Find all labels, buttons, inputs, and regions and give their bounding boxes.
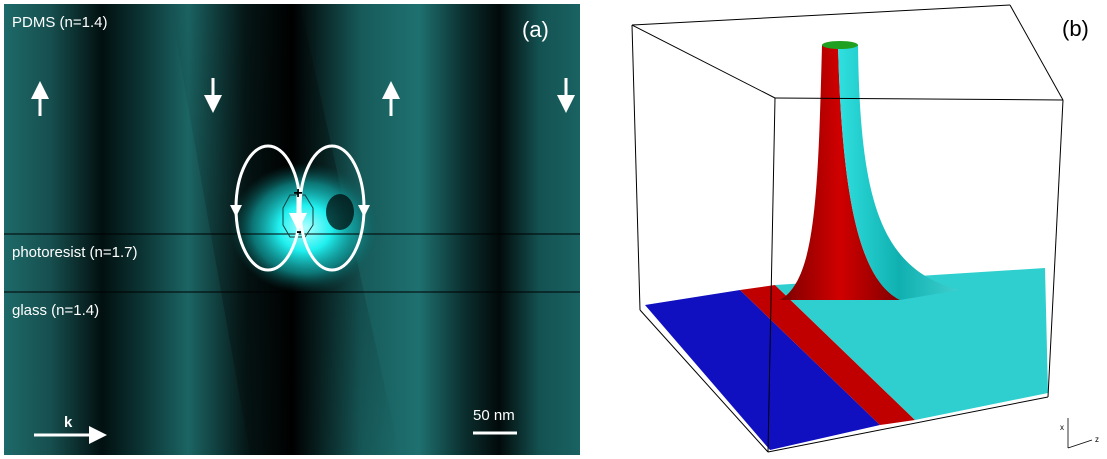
axis-label: z <box>1095 435 1099 444</box>
layer-label: glass (n=1.4) <box>12 302 99 319</box>
layer-label: PDMS (n=1.4) <box>12 14 107 31</box>
near-field <box>230 163 380 293</box>
layer-label: photoresist (n=1.7) <box>12 244 138 261</box>
plus: + <box>293 185 302 202</box>
axis-label: x <box>1060 423 1064 432</box>
k-label: k <box>64 414 73 431</box>
panel-label: (a) <box>522 17 549 42</box>
spike-top <box>822 41 858 49</box>
panel-label: (b) <box>1062 16 1089 41</box>
panel-b: x z (b) <box>632 5 1099 452</box>
minus: - <box>296 223 301 240</box>
scale-label: 50 nm <box>473 407 515 424</box>
panel-a: PDMS (n=1.4) photoresist (n=1.7) glass (… <box>4 4 580 455</box>
shadow <box>326 194 354 230</box>
figure: PDMS (n=1.4) photoresist (n=1.7) glass (… <box>0 0 1107 459</box>
axes-triad <box>1068 418 1092 448</box>
